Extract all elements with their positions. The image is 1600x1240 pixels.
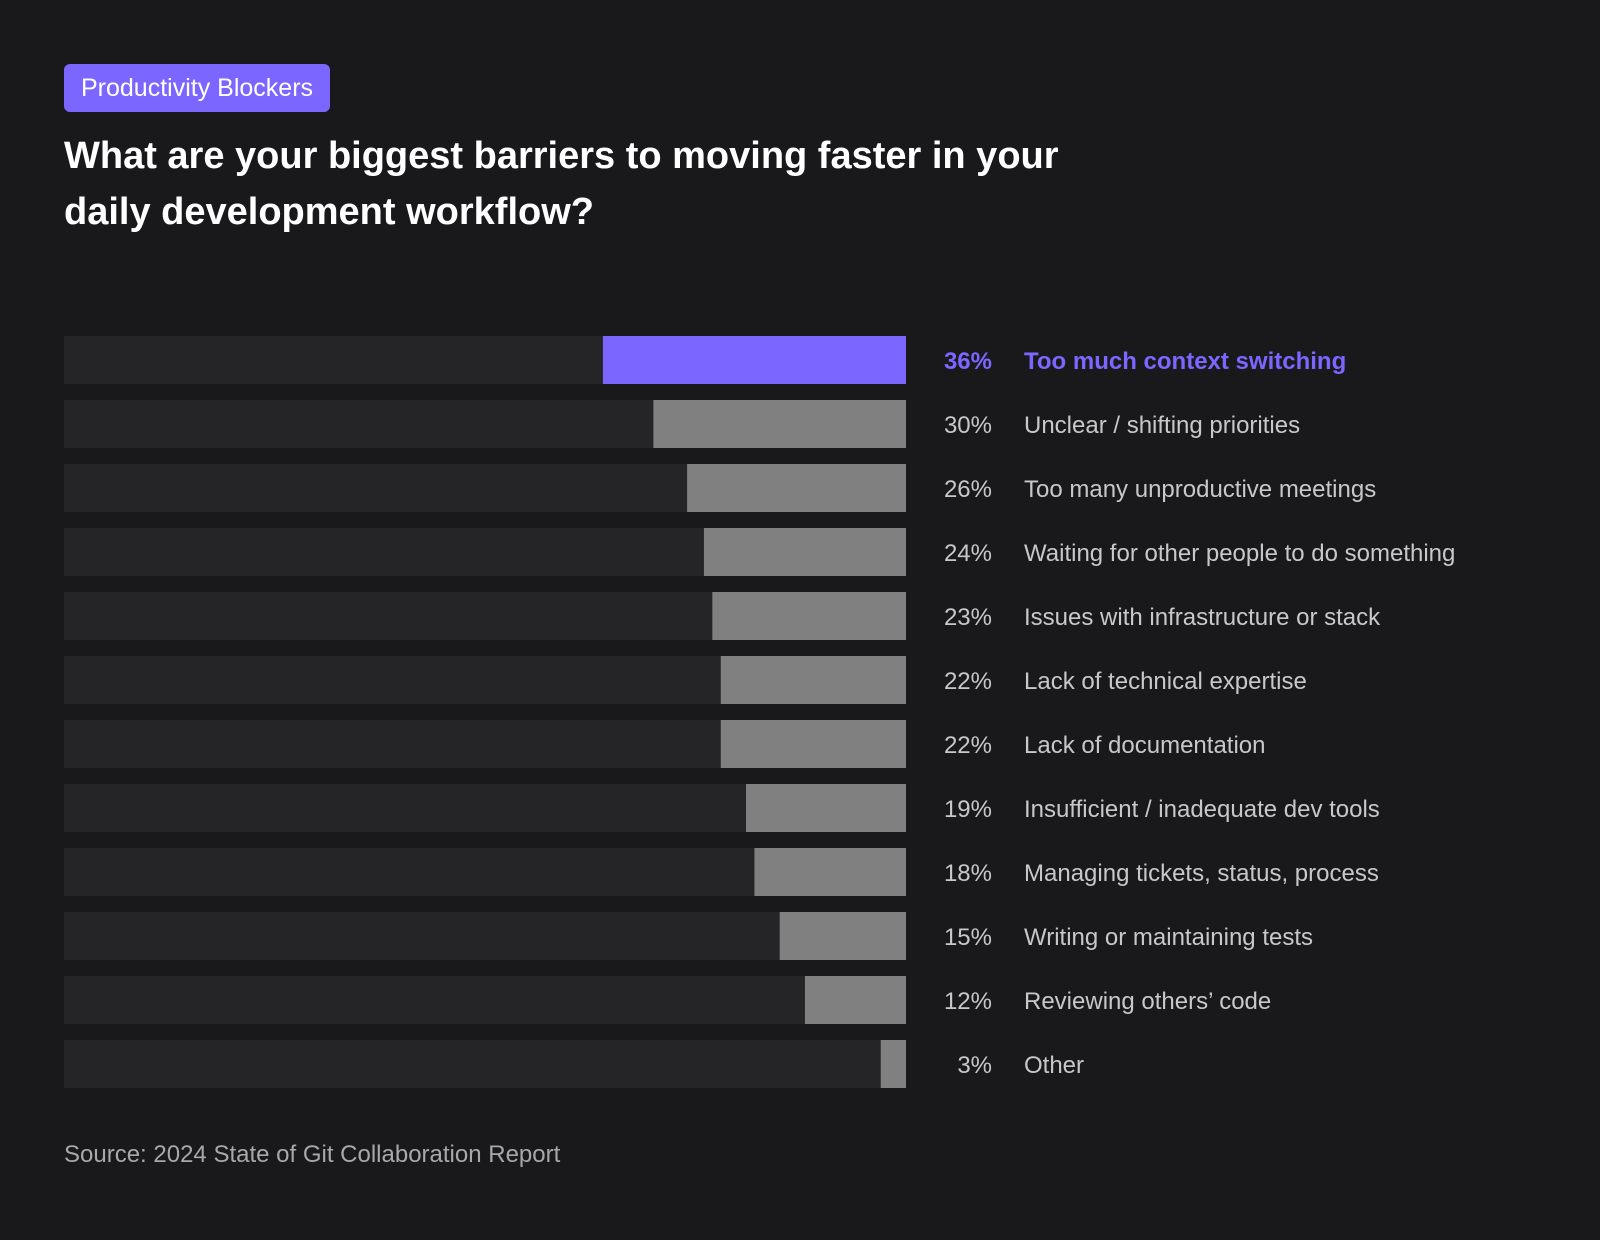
- bar-row: 19% Insufficient / inadequate dev tools: [64, 784, 1380, 832]
- bar-row: 36% Too much context switching: [64, 336, 1346, 384]
- value-label: 3%: [957, 1052, 992, 1079]
- category-label: Insufficient / inadequate dev tools: [1024, 796, 1380, 823]
- value-label: 19%: [944, 796, 992, 823]
- category-label: Writing or maintaining tests: [1024, 924, 1313, 951]
- value-label: 36%: [944, 348, 992, 375]
- bar-row: 12% Reviewing others’ code: [64, 976, 1271, 1024]
- bar-row: 30% Unclear / shifting priorities: [64, 400, 1300, 448]
- bar: [602, 336, 906, 384]
- bar-row: 24% Waiting for other people to do someth…: [64, 528, 1455, 576]
- bar: [880, 1040, 906, 1088]
- bar-row: 26% Too many unproductive meetings: [64, 464, 1376, 512]
- bar: [754, 848, 906, 896]
- value-label: 30%: [944, 412, 992, 439]
- bar: [720, 656, 906, 704]
- source-note: Source: 2024 State of Git Collaboration …: [64, 1141, 561, 1168]
- bar-track: [64, 976, 906, 1024]
- bar-track: [64, 1040, 906, 1088]
- bar-track: [64, 912, 906, 960]
- value-label: 24%: [944, 540, 992, 567]
- category-label: Lack of documentation: [1024, 732, 1266, 759]
- bar: [779, 912, 906, 960]
- category-label: Too much context switching: [1024, 348, 1346, 375]
- bar: [712, 592, 906, 640]
- bar-row: 18% Managing tickets, status, process: [64, 848, 1379, 896]
- value-label: 22%: [944, 668, 992, 695]
- bar: [746, 784, 906, 832]
- bar-row: 3% Other: [64, 1040, 1084, 1088]
- category-label: Reviewing others’ code: [1024, 988, 1271, 1015]
- category-label: Too many unproductive meetings: [1024, 476, 1376, 503]
- value-label: 12%: [944, 988, 992, 1015]
- bar: [703, 528, 906, 576]
- value-label: 23%: [944, 604, 992, 631]
- category-label: Waiting for other people to do something: [1024, 540, 1455, 567]
- value-label: 22%: [944, 732, 992, 759]
- bar: [720, 720, 906, 768]
- bar-row: 22% Lack of technical expertise: [64, 656, 1307, 704]
- category-label: Issues with infrastructure or stack: [1024, 604, 1381, 631]
- category-badge: Productivity Blockers: [64, 64, 331, 112]
- bar-row: 15% Writing or maintaining tests: [64, 912, 1313, 960]
- bar: [687, 464, 906, 512]
- category-label: Other: [1024, 1052, 1084, 1079]
- bar: [653, 400, 906, 448]
- bar-row: 23% Issues with infrastructure or stack: [64, 592, 1381, 640]
- chart-title: What are your biggest barriers to moving…: [64, 135, 1059, 233]
- category-label: Managing tickets, status, process: [1024, 860, 1379, 887]
- value-label: 15%: [944, 924, 992, 951]
- value-label: 26%: [944, 476, 992, 503]
- value-label: 18%: [944, 860, 992, 887]
- category-label: Unclear / shifting priorities: [1024, 412, 1300, 439]
- bar-row: 22% Lack of documentation: [64, 720, 1266, 768]
- bar: [804, 976, 906, 1024]
- category-label: Lack of technical expertise: [1024, 668, 1307, 695]
